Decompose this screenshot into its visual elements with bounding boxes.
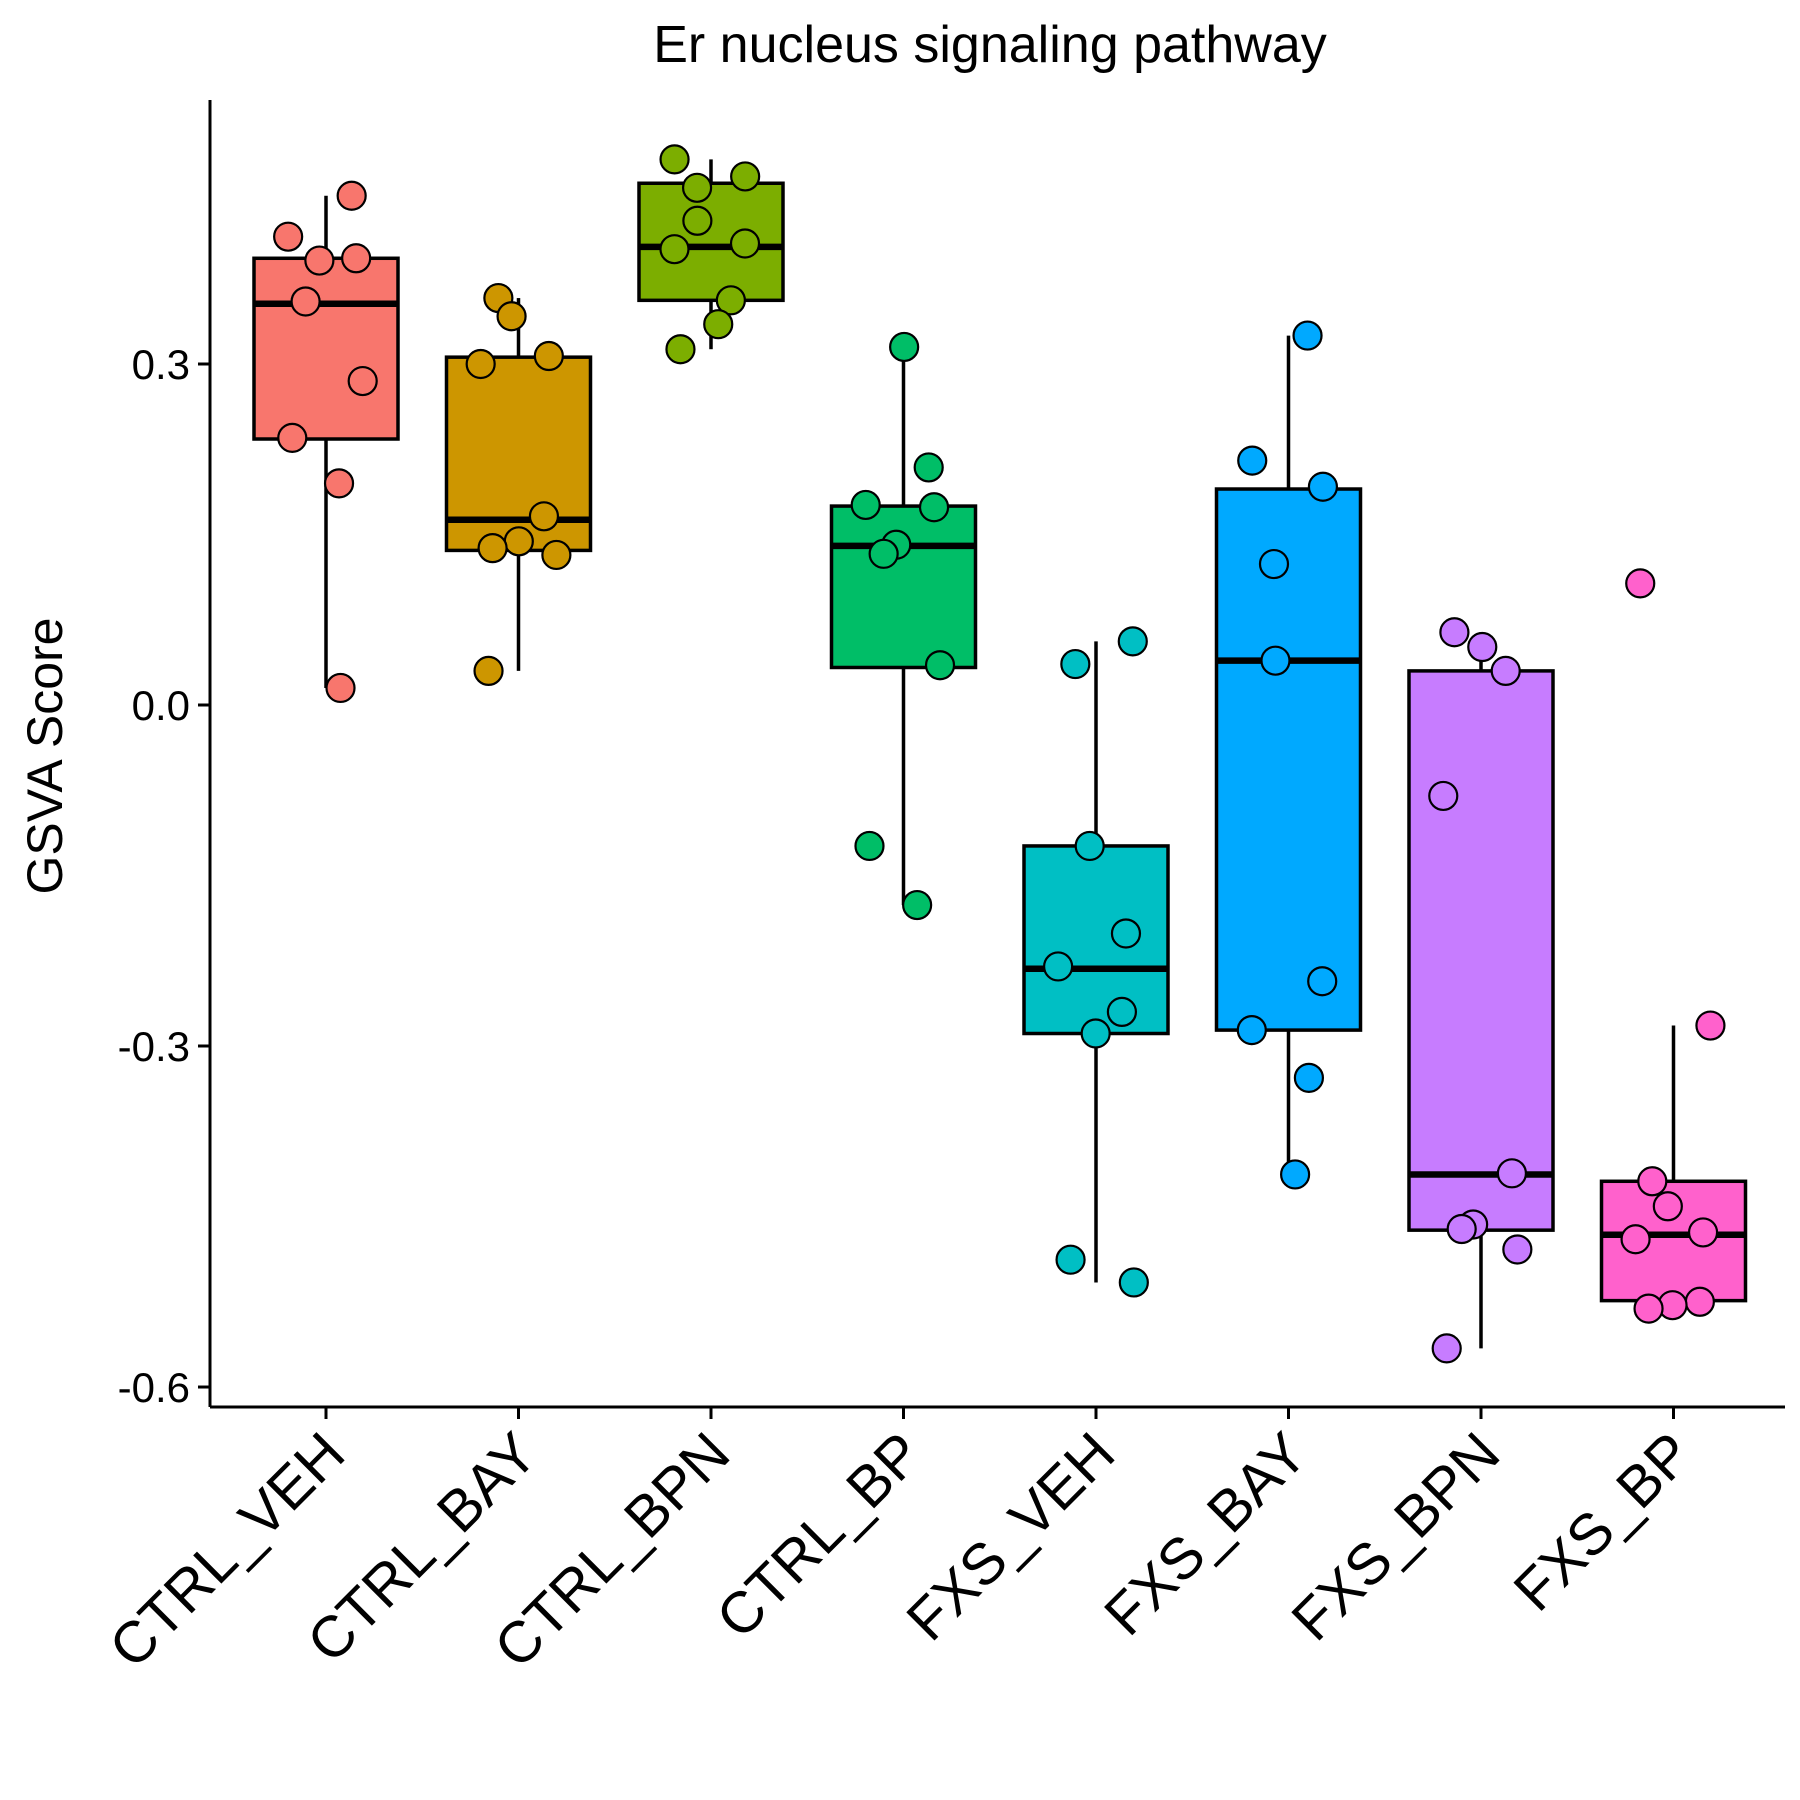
data-point <box>1292 320 1323 351</box>
data-point <box>924 650 956 681</box>
data-point <box>889 331 920 363</box>
data-point <box>682 205 713 236</box>
data-point <box>325 672 356 704</box>
data-point <box>1055 1244 1086 1275</box>
data-point <box>1080 1018 1111 1049</box>
data-point <box>1117 626 1148 657</box>
data-point <box>1258 548 1290 580</box>
data-point <box>1074 830 1105 862</box>
chart-title: Er nucleus signaling pathway <box>653 16 1327 74</box>
y-tick-label: -0.3 <box>118 1023 190 1070</box>
y-axis-label: GSVA Score <box>17 618 73 895</box>
data-point <box>1260 645 1291 676</box>
data-point <box>1652 1191 1683 1222</box>
data-point <box>496 301 527 332</box>
data-point <box>918 492 950 523</box>
data-point <box>1237 445 1268 476</box>
box-fxs-veh <box>1022 844 1170 1036</box>
data-point <box>659 144 690 175</box>
data-point <box>1695 1010 1726 1041</box>
plot-area: -0.6-0.30.00.3CTRL_VEHCTRL_BAYCTRL_BPNCT… <box>97 100 1785 1680</box>
data-point <box>273 221 304 252</box>
data-point <box>1446 1213 1477 1245</box>
box-ctrl-bp <box>829 504 978 670</box>
data-point <box>1490 655 1521 686</box>
data-point <box>277 422 308 453</box>
data-point <box>1043 951 1074 982</box>
data-point <box>868 538 899 569</box>
data-point <box>473 655 504 686</box>
data-point <box>715 285 746 316</box>
data-point <box>1684 1286 1715 1317</box>
data-point <box>1428 780 1459 812</box>
data-point <box>850 489 881 521</box>
x-tick-label: FXS_BP <box>1501 1420 1704 1623</box>
data-point <box>703 309 734 340</box>
data-point <box>290 286 321 317</box>
data-point <box>1502 1234 1533 1265</box>
data-point <box>729 228 761 259</box>
data-point <box>503 526 534 557</box>
y-tick-label: -0.6 <box>118 1364 190 1411</box>
data-point <box>902 889 933 921</box>
box-fxs-bpn <box>1407 669 1555 1232</box>
data-point <box>1060 648 1091 680</box>
data-point <box>1625 568 1656 599</box>
data-point <box>1439 617 1470 648</box>
data-point <box>1637 1166 1668 1197</box>
data-point <box>659 234 690 265</box>
x-tick-label: FXS_VEH <box>894 1420 1127 1653</box>
data-point <box>1106 996 1138 1028</box>
data-point <box>1110 918 1142 949</box>
y-tick-label: 0.3 <box>132 341 190 388</box>
data-point <box>1280 1159 1311 1190</box>
data-point <box>665 334 696 365</box>
data-point <box>465 348 496 380</box>
data-point <box>1620 1224 1651 1255</box>
data-point <box>341 243 372 274</box>
data-point <box>1496 1158 1528 1189</box>
data-point <box>477 533 508 564</box>
data-point <box>1236 1014 1267 1046</box>
data-point <box>913 452 944 483</box>
data-point <box>323 468 355 499</box>
data-point <box>347 365 378 397</box>
data-point <box>1293 1062 1325 1093</box>
data-point <box>541 539 572 571</box>
data-point <box>1633 1293 1664 1324</box>
y-tick-label: 0.0 <box>132 682 190 729</box>
x-tick-label: CTRL_BP <box>704 1420 935 1651</box>
box-ctrl-bpn <box>637 181 785 303</box>
box-ctrl-veh <box>252 256 400 441</box>
box-fxs-bay <box>1214 487 1363 1032</box>
data-point <box>681 172 713 203</box>
data-point <box>304 245 335 276</box>
data-point <box>1467 631 1498 663</box>
data-point <box>1118 1267 1149 1298</box>
data-point <box>730 161 761 192</box>
data-point <box>1431 1333 1462 1364</box>
data-point <box>1307 471 1339 502</box>
data-point <box>533 340 564 372</box>
data-point <box>854 830 885 862</box>
data-point <box>1687 1217 1719 1248</box>
data-point <box>336 180 367 211</box>
x-tick-label: FXS_BPN <box>1279 1420 1512 1653</box>
data-point <box>1307 966 1338 997</box>
data-point <box>528 501 560 532</box>
